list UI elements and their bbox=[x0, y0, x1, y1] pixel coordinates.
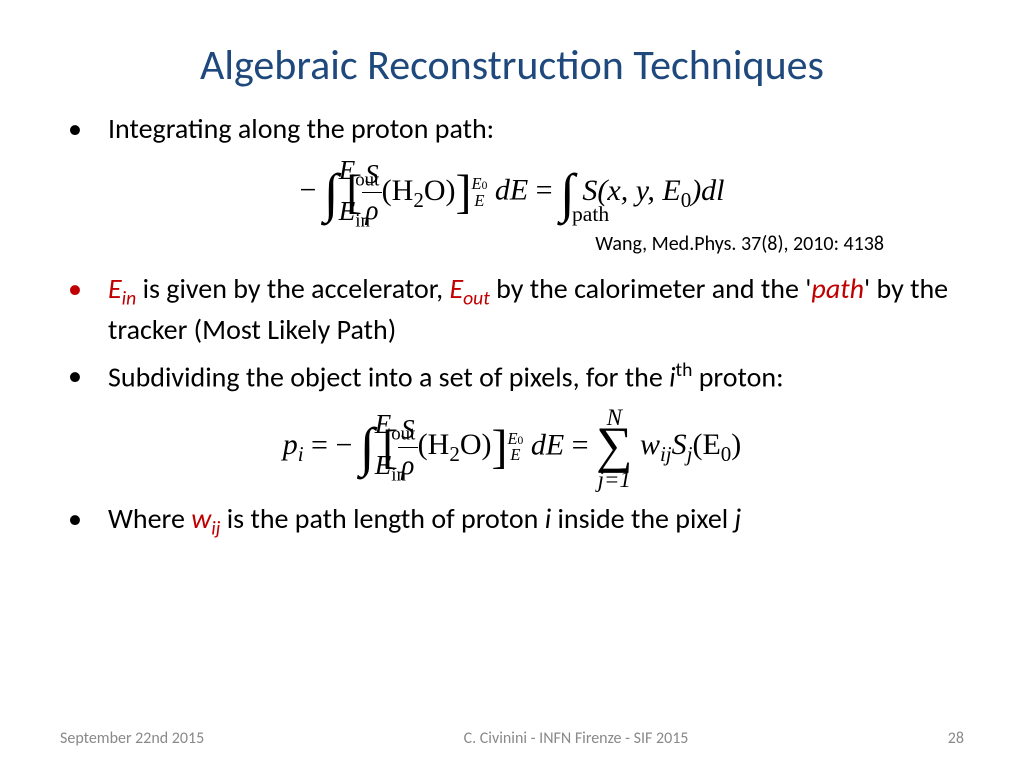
eq1-dE: dE bbox=[495, 174, 528, 207]
eq1-integral: ∫EoutEin bbox=[324, 158, 339, 228]
bullet-2-text: Ein is given by the accelerator, Eout by… bbox=[108, 271, 964, 348]
bullet-1: • Integrating along the proton path: bbox=[60, 111, 964, 147]
bullet-3-text: Subdividing the object into a set of pix… bbox=[108, 358, 964, 396]
eq1-rbracket: ] bbox=[455, 166, 471, 219]
bullet-marker: • bbox=[60, 501, 108, 542]
equation-1: − ∫EoutEin [Sρ(H2O)]E0E dE = ∫path S(x, … bbox=[60, 157, 964, 228]
eq2-eqminus: = − bbox=[311, 428, 352, 461]
footer: September 22nd 2015 C. Civinini - INFN F… bbox=[60, 729, 964, 748]
eq2-rhs: wijSj(E0) bbox=[640, 428, 741, 461]
bullet-2: • Ein is given by the accelerator, Eout … bbox=[60, 271, 964, 348]
eq1-integral2: ∫path bbox=[560, 158, 575, 228]
bullet-3: • Subdividing the object into a set of p… bbox=[60, 358, 964, 396]
bullet-4-text: Where wij is the path length of proton i… bbox=[108, 501, 964, 542]
bullet-marker: • bbox=[60, 111, 108, 147]
eq2-brack-lims: E0E bbox=[507, 431, 523, 464]
eq1-minus: − bbox=[299, 174, 316, 207]
footer-page: 28 bbox=[948, 729, 964, 748]
bullet-marker: • bbox=[60, 358, 108, 396]
slide-container: Algebraic Reconstruction Techniques • In… bbox=[0, 0, 1024, 768]
eq1-brack-lims: E0E bbox=[471, 176, 487, 209]
bullets-container: • Integrating along the proton path: − ∫… bbox=[60, 111, 964, 542]
eq1-equals: = bbox=[536, 174, 560, 207]
eq2-h2o: (H2O) bbox=[418, 428, 492, 461]
eq2-sum: ∑Nj=1 bbox=[596, 424, 632, 470]
equation-2: pi = − ∫EoutEin [Sρ(H2O)]E0E dE = ∑Nj=1 … bbox=[60, 412, 964, 483]
footer-date: September 22nd 2015 bbox=[60, 729, 204, 748]
footer-author: C. Civinini - INFN Firenze - SIF 2015 bbox=[464, 729, 689, 748]
slide-title: Algebraic Reconstruction Techniques bbox=[60, 40, 964, 91]
eq1-h2o: (H2O) bbox=[382, 174, 456, 207]
eq2-integral: ∫EoutEin bbox=[360, 412, 375, 482]
eq2-rbracket: ] bbox=[491, 420, 507, 473]
eq2-p: pi bbox=[283, 428, 304, 461]
bullet-1-text: Integrating along the proton path: bbox=[108, 111, 964, 147]
bullet-4: • Where wij is the path length of proton… bbox=[60, 501, 964, 542]
bullet-marker-red: • bbox=[60, 271, 108, 348]
eq2-equals: = bbox=[572, 428, 596, 461]
eq2-dE: dE bbox=[531, 428, 564, 461]
citation: Wang, Med.Phys. 37(8), 2010: 4138 bbox=[60, 231, 964, 257]
